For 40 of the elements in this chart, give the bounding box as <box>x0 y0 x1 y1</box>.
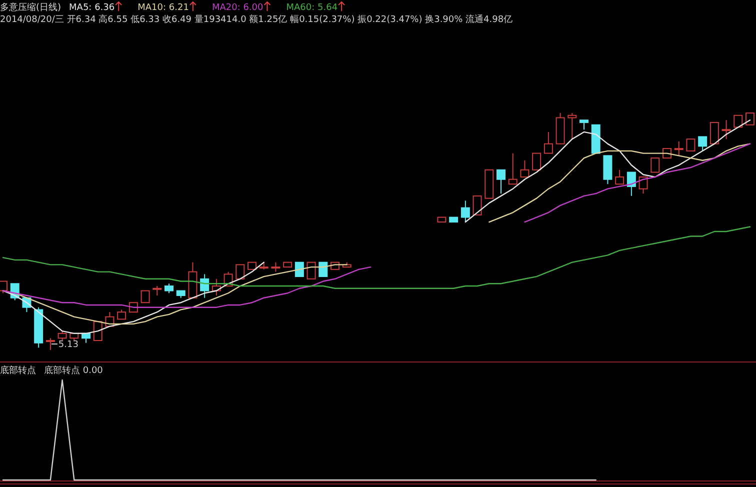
candlestick <box>93 321 102 342</box>
candlestick <box>318 262 328 278</box>
candlestick <box>580 120 588 130</box>
candlestick <box>508 152 518 185</box>
candlestick <box>710 122 719 144</box>
series-label: 底部转点 0.00 <box>44 365 104 376</box>
candlestick <box>603 155 612 185</box>
candlestick <box>650 158 660 173</box>
candlestick <box>140 290 150 304</box>
candlestick <box>117 309 126 320</box>
text: MA10: 6.21 <box>138 3 189 13</box>
candlestick <box>674 140 684 156</box>
candlestick <box>236 264 245 280</box>
chart-subtitle: 2014/08/20/三 开6.34 高6.55 低6.33 收6.49 量193414.0 额1.25亿 幅0.15(2.37%) 振0.22(3.47%) 换3.90% 流通4.98亿 <box>0 14 513 25</box>
candlestick <box>164 283 174 294</box>
text: MA20: 6.00 <box>212 3 264 13</box>
text: MA60: 5.64 <box>286 3 338 13</box>
candlestick <box>152 286 162 296</box>
candlestick <box>306 262 316 280</box>
candlestick <box>638 176 648 194</box>
candlestick <box>626 172 636 196</box>
candlestick <box>496 169 506 194</box>
annotation: 5.13 <box>58 340 78 350</box>
candlestick <box>615 169 624 185</box>
candlestick <box>520 160 530 178</box>
text: MA5: 6.36 <box>69 3 115 13</box>
candlestick <box>200 274 210 298</box>
candlestick <box>698 136 708 152</box>
candlestick <box>544 131 553 154</box>
candlestick <box>58 330 67 342</box>
chart-title: 多意压缩(日线) <box>0 2 62 13</box>
candlestick <box>271 262 280 272</box>
chart-title: 底部转点 <box>0 365 36 376</box>
candlestick <box>294 262 304 278</box>
candlestick <box>686 138 696 152</box>
candlestick <box>722 120 731 140</box>
candlestick <box>568 112 577 140</box>
candlestick <box>532 152 542 170</box>
candlestick <box>460 200 470 223</box>
candlestick <box>472 195 482 216</box>
